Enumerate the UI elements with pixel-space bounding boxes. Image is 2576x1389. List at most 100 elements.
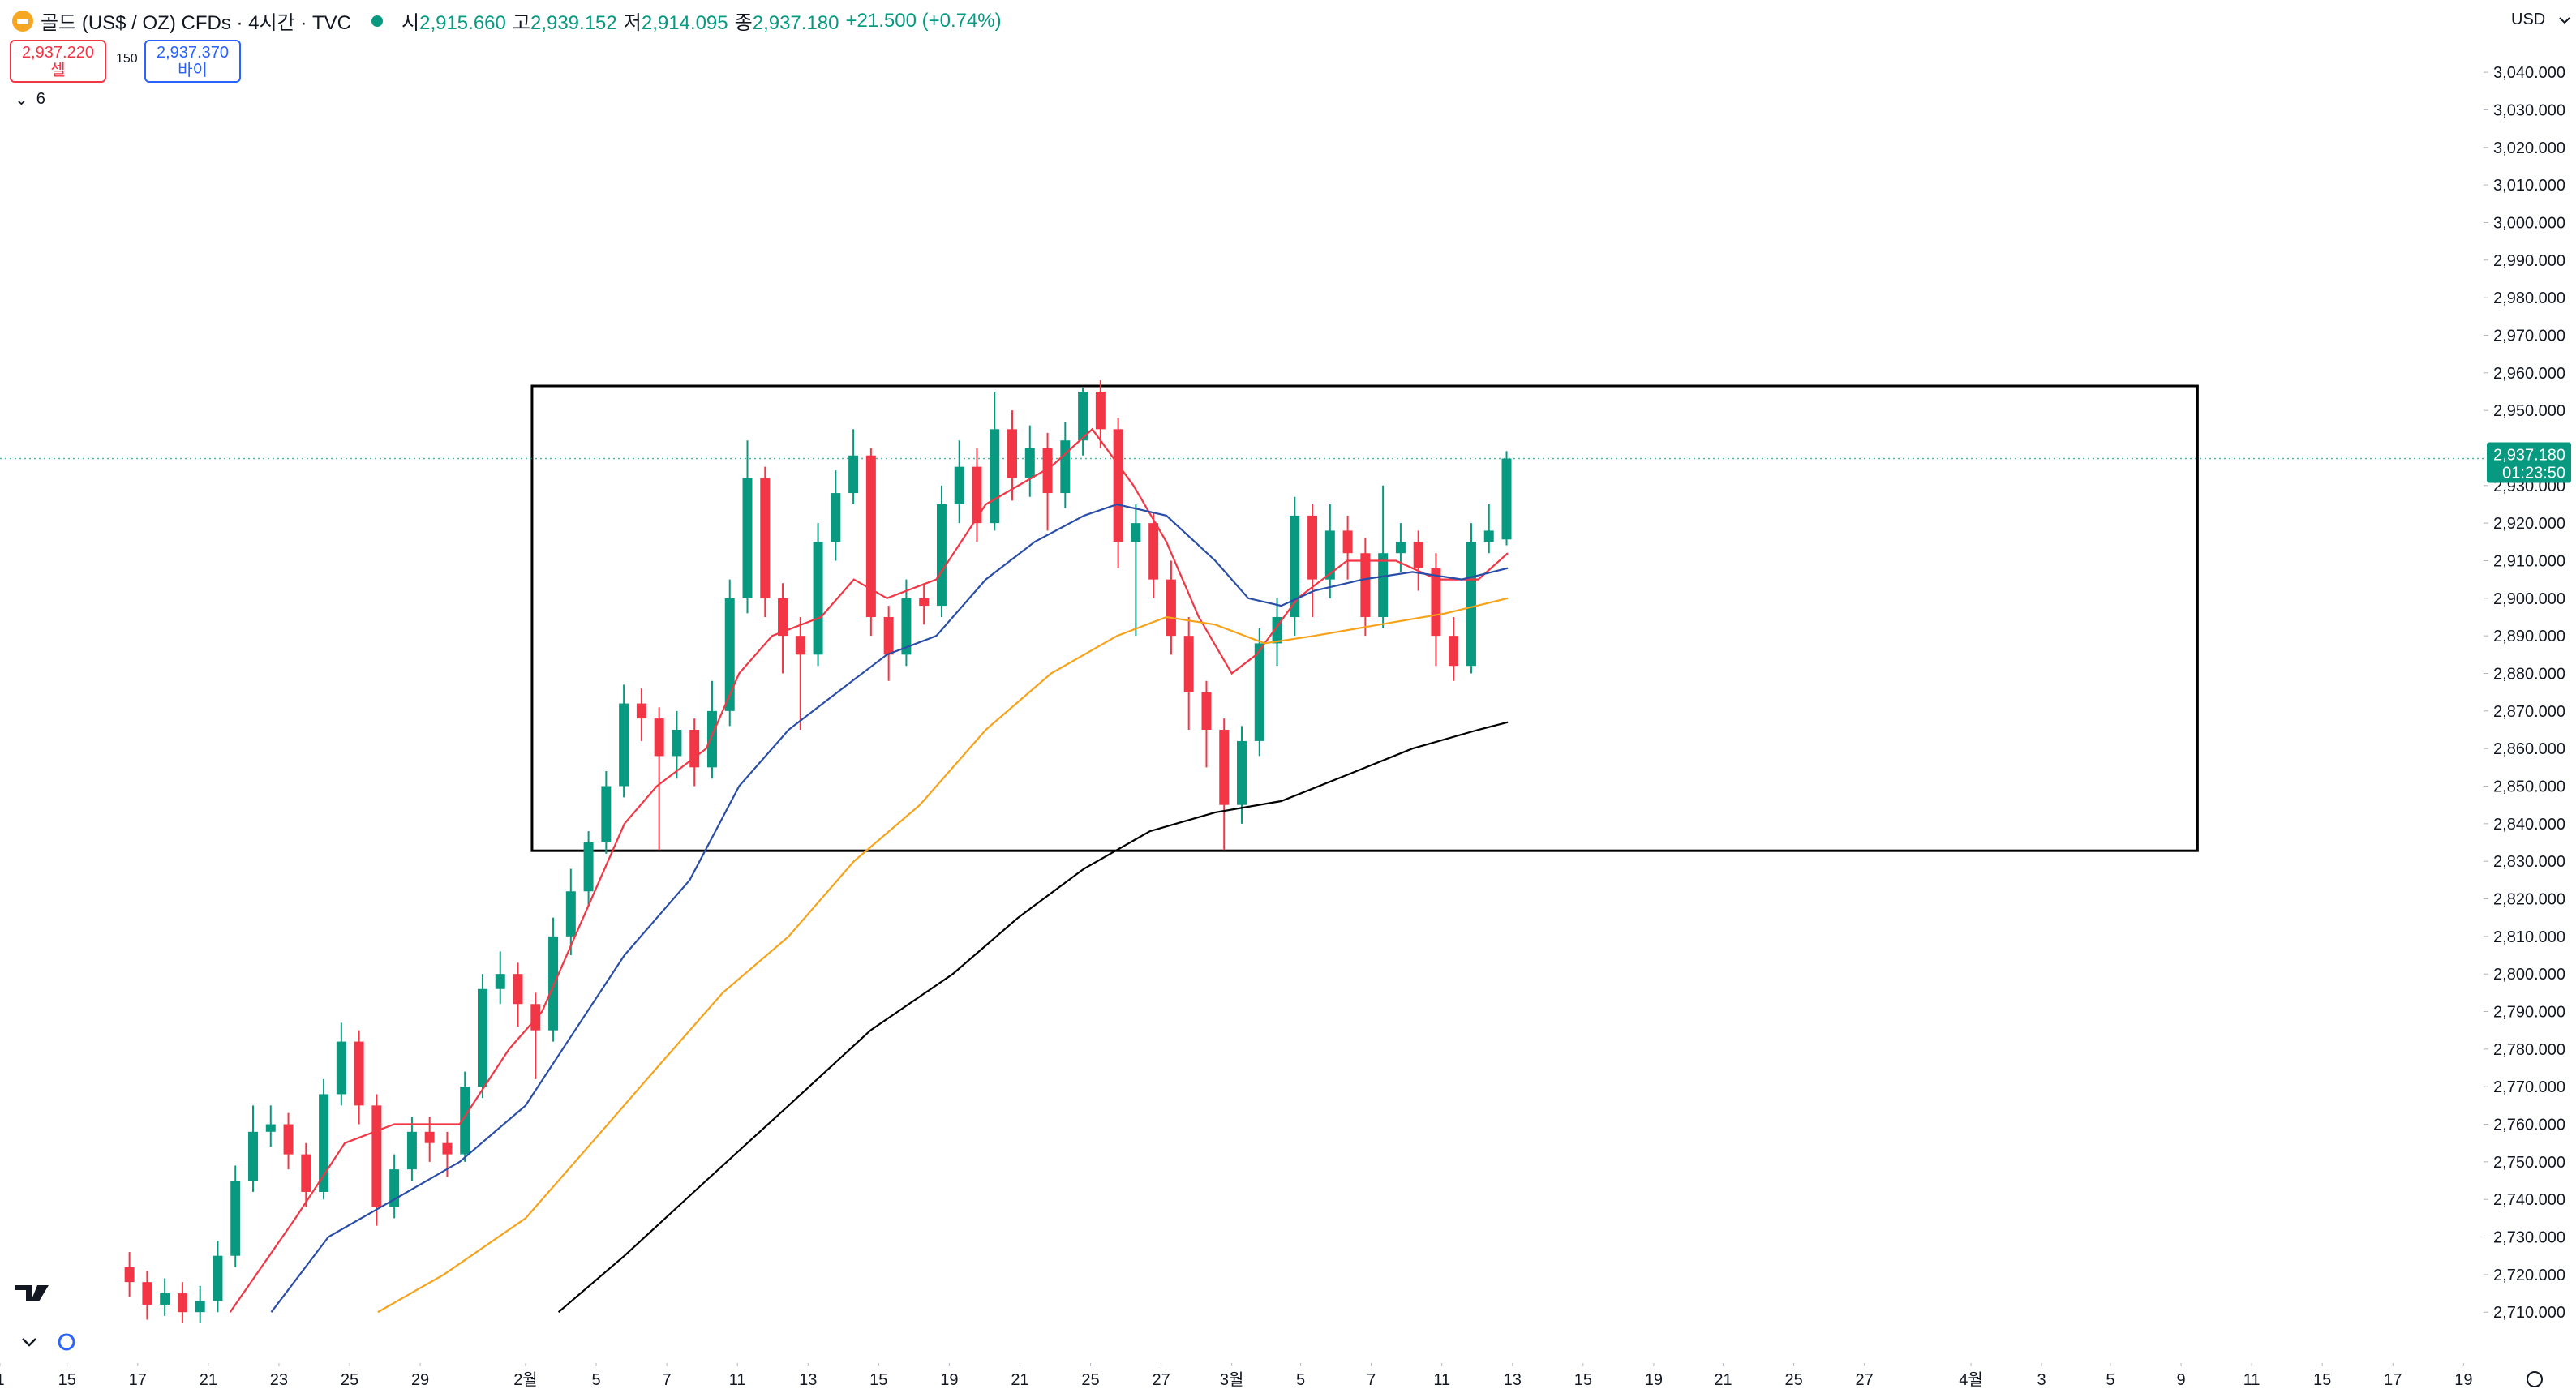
symbol-icon xyxy=(12,10,33,32)
candle-body xyxy=(1466,542,1476,667)
candle-body xyxy=(706,710,717,768)
candle-body xyxy=(1219,729,1230,805)
candle-body xyxy=(1360,553,1371,617)
y-tick-label: 3,040.000 xyxy=(2493,64,2565,82)
y-tick-label: 2,880.000 xyxy=(2493,665,2565,683)
candle-body xyxy=(248,1131,258,1181)
x-tick-label: 5 xyxy=(1296,1371,1305,1389)
candle-body xyxy=(142,1282,152,1305)
countdown: 01:23:50 xyxy=(2502,465,2565,482)
y-tick-label: 2,750.000 xyxy=(2493,1154,2565,1172)
candle-body xyxy=(1501,458,1512,540)
candle-body xyxy=(319,1094,329,1192)
candle-body xyxy=(990,429,1000,524)
candle-body xyxy=(1431,568,1441,637)
candle-body xyxy=(1095,391,1106,430)
x-tick-label: 17 xyxy=(129,1371,147,1389)
x-tick-label: 25 xyxy=(341,1371,358,1389)
sell-button[interactable]: 2,937.220 셀 xyxy=(10,40,106,83)
candle-body xyxy=(813,542,823,655)
symbol-title[interactable]: 골드 (US$ / OZ) CFDs · 4시간 · TVC xyxy=(41,12,351,34)
y-tick-label: 2,840.000 xyxy=(2493,816,2565,834)
x-tick-label: 5 xyxy=(2106,1371,2114,1389)
candle-body xyxy=(1183,636,1194,692)
currency[interactable]: USD xyxy=(2511,11,2545,28)
x-tick-label: 2월 xyxy=(513,1370,538,1389)
y-tick-label: 2,960.000 xyxy=(2493,365,2565,383)
y-tick-label: 2,900.000 xyxy=(2493,590,2565,608)
y-tick-label: 2,810.000 xyxy=(2493,928,2565,946)
currency-chevron[interactable] xyxy=(2559,17,2570,24)
candle-body xyxy=(424,1131,435,1143)
candle-body xyxy=(865,455,876,617)
candle-body xyxy=(460,1087,470,1155)
x-tick-label: 11 xyxy=(729,1371,746,1389)
candle-body xyxy=(601,786,612,843)
candle-body xyxy=(724,598,735,711)
x-tick-label: 15 xyxy=(869,1371,887,1389)
candle-body xyxy=(1254,643,1264,741)
status-dot xyxy=(371,15,383,27)
candle-body xyxy=(389,1169,400,1207)
last-price-label: 2,937.180 xyxy=(2493,447,2565,465)
candle-body xyxy=(1166,579,1176,637)
candle-body xyxy=(972,466,982,524)
x-tick-label: 7 xyxy=(663,1371,672,1389)
candle-body xyxy=(619,703,629,787)
candle-body xyxy=(406,1131,417,1170)
candle-body xyxy=(1272,616,1282,644)
candle-body xyxy=(742,478,753,598)
candle-body xyxy=(1413,542,1423,568)
buy-price: 2,937.370 xyxy=(157,43,229,62)
candle-body xyxy=(689,729,700,768)
y-tick-label: 2,790.000 xyxy=(2493,1004,2565,1022)
candle-body xyxy=(1060,440,1071,494)
range-box xyxy=(530,384,2199,852)
candle-body xyxy=(565,891,576,937)
bottom-toolbar xyxy=(0,1323,2484,1362)
candle-body xyxy=(1307,515,1318,580)
x-tick-label: 21 xyxy=(1011,1371,1028,1389)
candle-body xyxy=(919,598,930,607)
tv-logo xyxy=(15,1285,49,1301)
close-value: 2,937.180 xyxy=(752,12,839,34)
x-tick-label: 25 xyxy=(1081,1371,1099,1389)
candle-body xyxy=(1449,636,1459,667)
buy-button[interactable]: 2,937.370 바이 xyxy=(144,40,241,83)
candle-body xyxy=(530,1004,541,1031)
x-tick-label: 3월 xyxy=(1220,1370,1244,1389)
candle-body xyxy=(213,1255,223,1301)
y-tick-label: 2,830.000 xyxy=(2493,853,2565,871)
x-tick-label: 25 xyxy=(1784,1371,1802,1389)
x-tick-label: 17 xyxy=(2384,1371,2402,1389)
indicators-toggle[interactable]: ⌄ 6 xyxy=(15,89,45,109)
refresh-button[interactable] xyxy=(58,1333,75,1351)
open-value: 2,915.660 xyxy=(419,12,506,34)
candle-body xyxy=(1201,692,1212,730)
y-tick-label: 2,980.000 xyxy=(2493,289,2565,307)
x-tick-label: 21 xyxy=(200,1371,217,1389)
y-tick-label: 2,800.000 xyxy=(2493,966,2565,984)
chevron: ⌄ xyxy=(15,91,28,109)
candle-body xyxy=(1237,740,1247,805)
collapse-button[interactable] xyxy=(22,1338,36,1347)
candle-body xyxy=(336,1041,346,1095)
candle-body xyxy=(1483,530,1494,542)
candle-body xyxy=(1042,448,1053,494)
x-tick-label: 5 xyxy=(591,1371,600,1389)
y-tick-label: 2,770.000 xyxy=(2493,1078,2565,1096)
candle-body xyxy=(1342,530,1353,554)
candle-body xyxy=(1007,429,1018,478)
settings-button[interactable] xyxy=(2527,1371,2543,1387)
candle-body xyxy=(760,478,771,598)
y-tick-label: 3,000.000 xyxy=(2493,214,2565,232)
y-tick-label: 2,890.000 xyxy=(2493,628,2565,645)
x-tick-label: 27 xyxy=(1856,1371,1874,1389)
y-tick-label: 3,010.000 xyxy=(2493,177,2565,195)
candle-body xyxy=(1290,515,1300,617)
y-tick-label: 2,990.000 xyxy=(2493,252,2565,270)
candle-body xyxy=(954,466,964,504)
y-tick-label: 2,710.000 xyxy=(2493,1304,2565,1322)
x-tick-label: 11 xyxy=(1433,1371,1450,1389)
